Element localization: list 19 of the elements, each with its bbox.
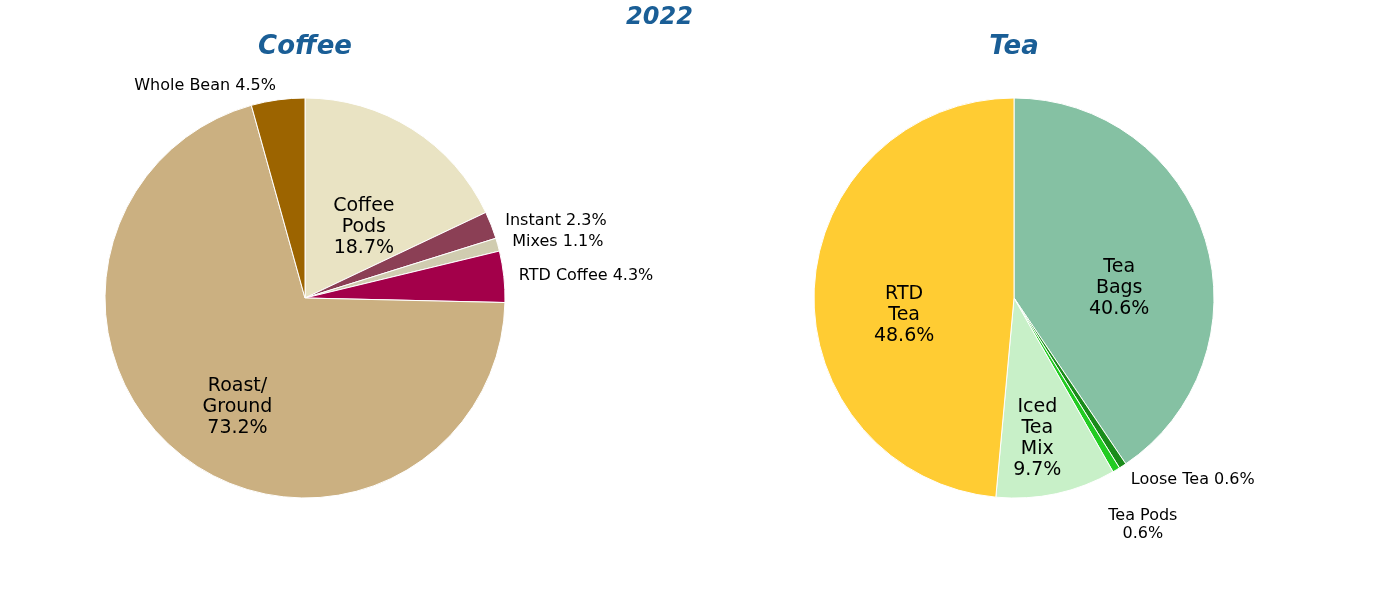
chart-subtitle: Coffee (258, 30, 352, 60)
data-label: 18.7% (333, 235, 395, 258)
data-label: 0.6% (1122, 522, 1164, 542)
data-label: 48.6% (873, 323, 935, 345)
slice-label: Whole Bean 4.5% (134, 74, 276, 94)
slice-label: Iced Tea Mix (1017, 393, 1058, 458)
slice-label: Tea Pods (1107, 504, 1178, 524)
slice-label: Mixes 1.1% (512, 230, 604, 250)
slice-label: Instant 2.3% (505, 209, 607, 229)
slice-label: RTD Tea (885, 281, 924, 324)
data-label: 73.2% (207, 414, 268, 437)
slice-label: RTD Coffee 4.3% (518, 265, 654, 285)
slice-label: Loose Tea 0.6% (1130, 468, 1255, 488)
chart-subtitle: Tea (989, 30, 1039, 60)
slice-label: Coffee Pods (333, 193, 395, 237)
slice-label: Tea Bags (1095, 253, 1143, 297)
chart-title: 2022 (626, 2, 693, 30)
data-label: 9.7% (1013, 456, 1062, 479)
slice-label: Roast/Ground (202, 372, 273, 416)
